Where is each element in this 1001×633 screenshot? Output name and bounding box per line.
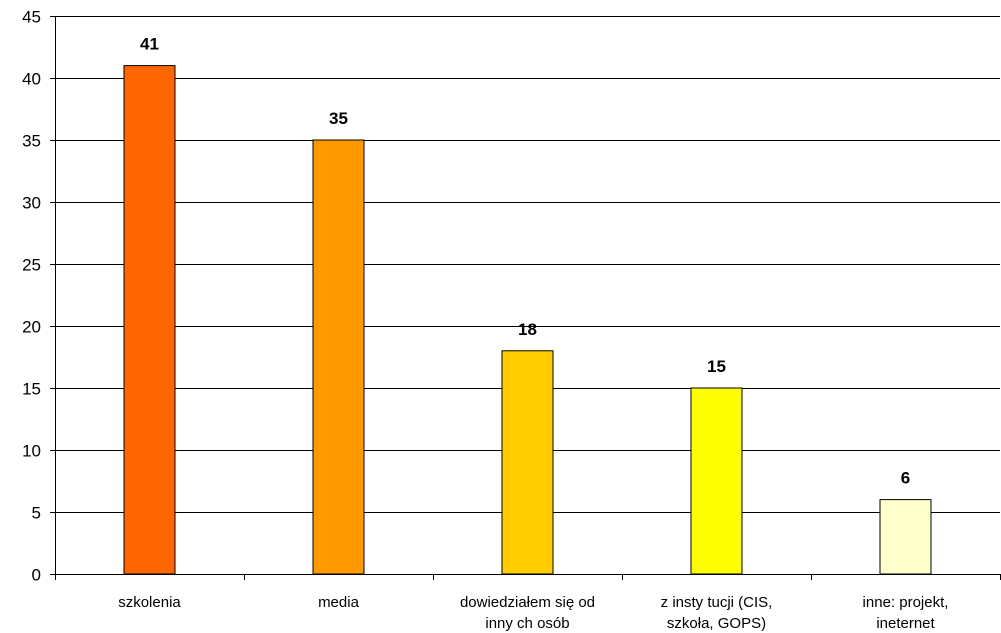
category-label: szkoła, GOPS) — [667, 615, 766, 632]
y-tick-label: 10 — [22, 442, 41, 461]
data-label: 18 — [518, 320, 537, 339]
y-tick-label: 45 — [22, 8, 41, 27]
category-label: inny ch osób — [485, 615, 569, 632]
data-label: 6 — [901, 469, 910, 488]
y-tick-label: 25 — [22, 256, 41, 275]
y-tick-label: 30 — [22, 194, 41, 213]
y-tick-labels: 0 5 10 15 20 25 30 35 40 45 — [22, 8, 41, 585]
x-tick-labels: szkolenia media dowiedziałem się od inny ch… — [118, 594, 948, 632]
y-tick-label: 5 — [32, 504, 41, 523]
category-label: media — [318, 594, 360, 611]
data-label: 41 — [140, 35, 159, 54]
data-labels: 41 35 18 15 6 — [140, 35, 910, 488]
y-tick-label: 20 — [22, 318, 41, 337]
bar-0 — [123, 65, 176, 575]
gridlines — [55, 16, 1000, 513]
category-label: z insty tucji (CIS, — [661, 594, 773, 611]
axes — [50, 16, 1001, 580]
bar-1 — [312, 139, 365, 575]
y-tick-label: 35 — [22, 132, 41, 151]
bar-4 — [879, 499, 932, 575]
bars — [123, 65, 932, 575]
y-tick-label: 15 — [22, 380, 41, 399]
bar-2 — [501, 350, 554, 575]
category-label: ineternet — [876, 615, 935, 632]
data-label: 35 — [329, 109, 348, 128]
bar-3 — [690, 387, 743, 575]
data-label: 15 — [707, 357, 726, 376]
category-label: dowiedziałem się od — [460, 594, 595, 611]
category-label: inne: projekt, — [863, 594, 949, 611]
y-tick-label: 0 — [32, 566, 41, 585]
y-tick-label: 40 — [22, 70, 41, 89]
category-label: szkolenia — [118, 594, 181, 611]
